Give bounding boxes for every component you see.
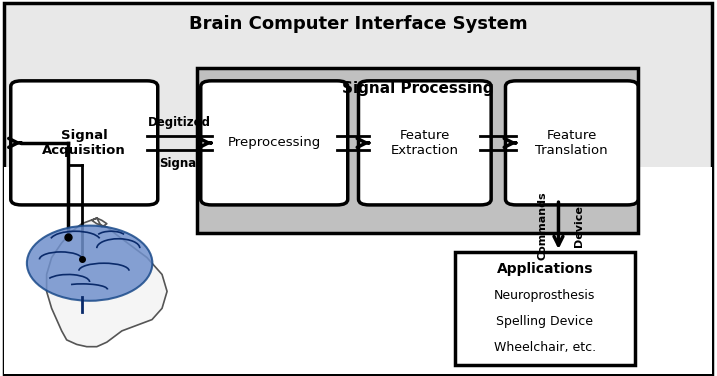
Text: Applications: Applications xyxy=(497,262,593,276)
FancyBboxPatch shape xyxy=(4,3,712,374)
Text: Spelling Device: Spelling Device xyxy=(496,315,594,328)
Text: Feature
Translation: Feature Translation xyxy=(536,129,608,157)
Polygon shape xyxy=(47,218,167,347)
Text: Wheelchair, etc.: Wheelchair, etc. xyxy=(494,341,596,354)
Ellipse shape xyxy=(27,226,153,301)
Text: Degitized: Degitized xyxy=(148,116,211,129)
FancyBboxPatch shape xyxy=(505,81,638,205)
Text: Device: Device xyxy=(574,205,584,247)
FancyBboxPatch shape xyxy=(4,167,712,374)
FancyBboxPatch shape xyxy=(11,81,158,205)
Text: Feature
Extraction: Feature Extraction xyxy=(391,129,459,157)
FancyBboxPatch shape xyxy=(455,252,635,365)
Text: Signal: Signal xyxy=(158,157,200,170)
FancyBboxPatch shape xyxy=(201,81,348,205)
Text: Signal Processing: Signal Processing xyxy=(342,81,493,96)
Text: Neuroprosthesis: Neuroprosthesis xyxy=(494,289,596,302)
FancyBboxPatch shape xyxy=(197,68,638,233)
FancyBboxPatch shape xyxy=(358,81,491,205)
Text: Brain Computer Interface System: Brain Computer Interface System xyxy=(189,15,528,33)
Text: Preprocessing: Preprocessing xyxy=(227,136,321,149)
Text: Commands: Commands xyxy=(538,191,548,260)
Text: Signal
Acquisition: Signal Acquisition xyxy=(42,129,126,157)
